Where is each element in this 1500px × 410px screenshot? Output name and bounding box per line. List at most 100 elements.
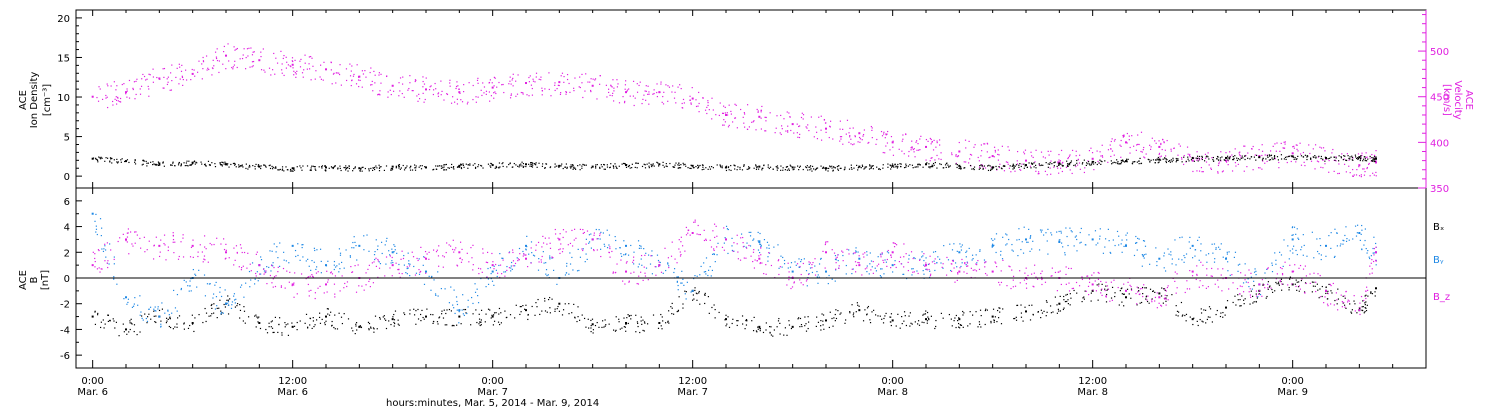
bz-dot [94,266,96,268]
bz-dot [703,239,706,242]
velocity-dot [1016,160,1018,162]
bz-dot [624,283,626,285]
by-dot [353,247,355,249]
velocity-dot [1283,141,1285,143]
bz-dot [599,234,601,237]
bx-dot [443,309,445,311]
ion-density-dot [339,165,341,167]
velocity-dot [1196,151,1198,153]
velocity-dot [1360,176,1362,178]
velocity-dot [736,127,738,129]
ion-density-dot [905,165,907,167]
bx-dot [293,325,296,327]
bz-dot [596,238,598,240]
bz-dot [438,245,440,247]
velocity-dot [1218,162,1220,165]
bz-dot [633,271,635,273]
bx-dot [1111,286,1114,289]
bx-dot [422,316,424,319]
velocity-dot [212,67,214,70]
bx-dot [478,313,480,315]
by-dot [643,248,645,250]
velocity-dot [319,76,321,78]
velocity-dot [205,55,208,57]
bx-dot [284,322,286,324]
bx-dot [957,319,959,322]
bz-dot [562,229,565,231]
bz-dot [424,256,426,259]
by-dot [911,268,913,270]
velocity-dot [194,75,196,77]
ion-density-dot [549,166,551,169]
velocity-dot [1320,147,1323,149]
bx-dot [950,318,952,320]
ion-density-dot [674,164,676,166]
by-dot [234,302,236,304]
ion-density-dot [1356,157,1359,159]
velocity-dot [558,84,560,87]
velocity-dot [590,89,592,92]
by-dot [633,251,635,253]
bx-dot [368,329,370,331]
ion-density-dot [701,169,703,171]
ion-density-dot [870,167,872,169]
velocity-dot [1059,160,1061,162]
ion-density-dot [648,162,650,164]
by-dot [1227,270,1229,272]
bz-dot [300,273,303,275]
ion-density-dot [677,164,679,166]
bx-dot [871,311,873,313]
velocity-dot [852,144,854,146]
velocity-dot [1113,140,1116,142]
ion-density-dot [705,167,707,169]
velocity-dot [675,102,677,104]
bz-dot [676,262,678,264]
ion-density-dot [595,167,597,169]
velocity-dot [982,166,984,168]
by-dot [250,279,252,281]
by-dot [757,240,759,242]
bx-dot [777,320,780,322]
ion-density-dot [331,167,333,169]
velocity-dot [377,94,379,96]
velocity-dot [345,79,348,82]
bx-dot [630,314,632,317]
velocity-dot [1362,168,1364,170]
velocity-dot [213,65,215,67]
velocity-dot [829,126,831,128]
bx-dot [788,324,791,326]
ion-density-dot [734,165,736,167]
by-dot [336,265,338,267]
ion-density-dot [515,164,517,166]
velocity-dot [682,107,684,109]
bx-dot [374,315,377,317]
ion-density-dot [440,167,443,169]
ion-density-dot [1266,155,1269,157]
bz-dot [581,248,583,250]
bx-dot [1280,278,1283,280]
velocity-dot [1023,153,1026,155]
velocity-dot [632,95,634,97]
ion-density-dot [698,165,700,167]
by-dot [881,268,883,270]
bz-dot [559,252,561,255]
velocity-dot [1258,149,1260,151]
bx-dot [978,323,981,325]
bx-dot [1342,295,1344,297]
ion-density-dot [528,163,530,165]
ion-density-dot [832,170,834,172]
ion-density-dot [879,168,881,171]
ion-density-dot [544,167,546,169]
velocity-dot [446,93,448,95]
by-dot [316,249,318,251]
bx-dot [618,318,620,320]
by-dot [354,241,356,244]
by-point [1225,257,1227,260]
bz-dot [99,271,101,273]
bz-dot [788,271,790,273]
velocity-dot [565,93,567,95]
velocity-dot [528,76,530,79]
bx-dot [673,313,675,315]
ion-density-dot [372,169,374,171]
velocity-dot [399,90,401,92]
